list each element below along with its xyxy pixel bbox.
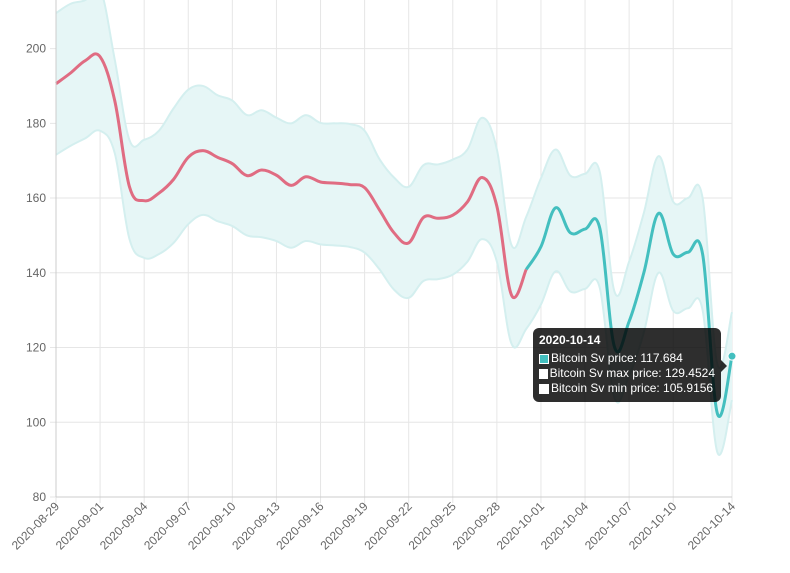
price-lines	[55, 52, 734, 418]
tooltip-swatch-min	[539, 383, 549, 394]
axes	[55, 0, 732, 498]
tooltip-min-label: Bitcoin Sv min price: 105.9156	[551, 381, 714, 395]
series-price-history-line	[55, 52, 528, 300]
y-tick-label: 180	[26, 116, 46, 130]
x-tick-label: 2020-10-14	[685, 499, 739, 553]
y-tick-label: 200	[26, 42, 46, 56]
hover-point-price	[727, 351, 737, 361]
tooltip-row-max: Bitcoin Sv max price: 129.4524	[539, 366, 715, 381]
y-tick-label: 160	[26, 191, 46, 205]
tooltip-swatch-price	[539, 353, 549, 364]
chart-tooltip: 2020-10-14 Bitcoin Sv price: 117.684 Bit…	[533, 328, 727, 402]
tooltip-swatch-max	[539, 368, 548, 379]
x-axis-ticks: 2020-08-292020-09-012020-09-042020-09-07…	[9, 499, 739, 553]
series-max-price-line	[55, 0, 733, 369]
x-tick-label: 2020-10-10	[626, 499, 680, 553]
series-price-forecast-line	[524, 206, 734, 418]
tooltip-caret	[721, 360, 727, 372]
y-axis-ticks: 80 100 120 140 160 180 200	[26, 42, 46, 504]
tooltip-row-min: Bitcoin Sv min price: 105.9156	[539, 381, 715, 396]
y-tick-label: 140	[26, 266, 46, 280]
hover-points	[727, 351, 737, 361]
tooltip-max-label: Bitcoin Sv max price: 129.4524	[549, 366, 715, 380]
y-tick-label: 100	[26, 415, 46, 429]
tooltip-price-label: Bitcoin Sv price: 117.684	[551, 351, 683, 365]
y-tick-label: 80	[33, 490, 47, 504]
tooltip-title: 2020-10-14	[539, 333, 601, 347]
y-tick-label: 120	[26, 341, 46, 355]
tooltip-row-price: Bitcoin Sv price: 117.684	[539, 351, 715, 366]
min-max-band-fill	[56, 0, 732, 455]
